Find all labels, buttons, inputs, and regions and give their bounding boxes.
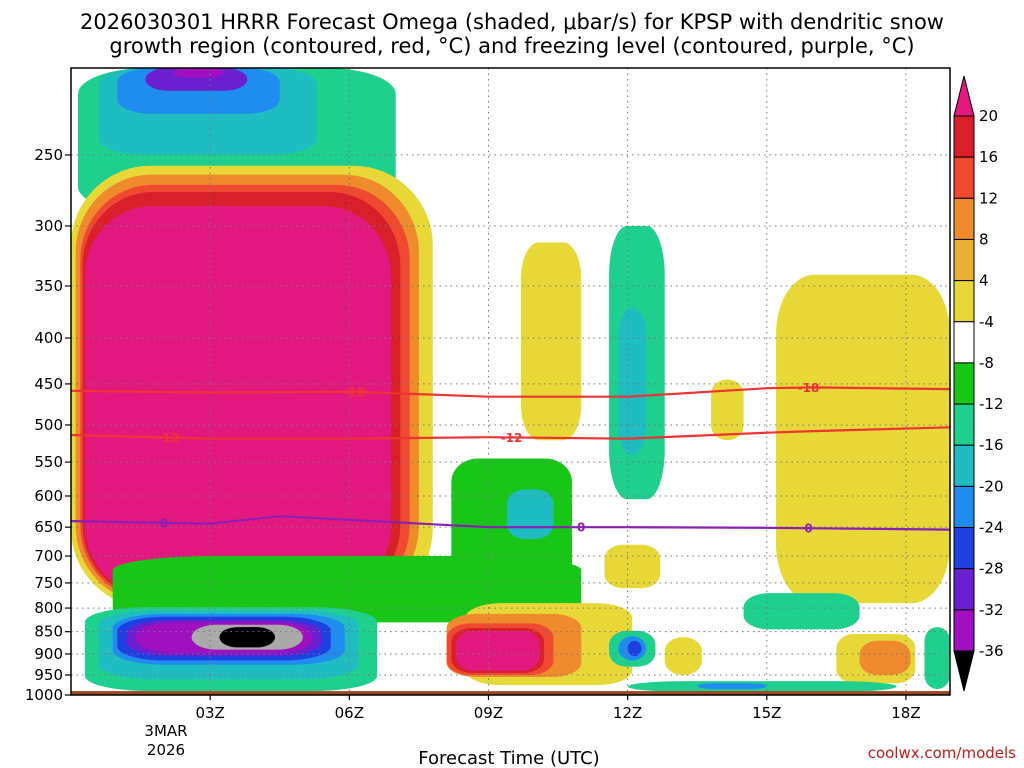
contour-label-freezing-level-0-0: 0: [160, 516, 168, 530]
colorbar-label-9: -20: [979, 477, 1004, 495]
omega-region-32: [627, 640, 642, 657]
omega-region-29: [604, 544, 661, 589]
omega-region-39: [924, 627, 950, 690]
contour-label-freezing-level-0-1: 0: [577, 521, 585, 535]
y-tick-label-300: 300: [34, 217, 63, 235]
plot-frame: [70, 67, 951, 696]
omega-region-26: [520, 242, 582, 441]
contour-label-dgz-minus18-0: -18: [343, 385, 365, 399]
y-tick-label-900: 900: [34, 645, 63, 663]
x-tick-label-09Z: 09Z: [474, 704, 503, 722]
colorbar-label-11: -28: [979, 560, 1004, 578]
x-tick-label-03Z: 03Z: [195, 704, 224, 722]
contour-layer: -18 -18 -12 -12 0 0 0: [71, 381, 950, 536]
date-label-year: 2026: [147, 741, 185, 759]
contour-line-freezing-level-0: [71, 515, 950, 531]
omega-region-25: [455, 630, 540, 671]
colorbar-bottom-triangle: [953, 650, 975, 692]
colorbar-label-3: 8: [979, 230, 989, 248]
omega-region-33: [664, 637, 702, 676]
colorbar-box-4: [953, 280, 975, 323]
y-tick-label-850: 850: [34, 623, 63, 641]
colorbar-label-2: 12: [979, 189, 998, 207]
colorbar: 20 16 12 8 4 -4 -8 -12 -16 -20 -24 -28 -32 -36: [953, 75, 1004, 692]
colorbar-box-5: [953, 321, 975, 364]
colorbar-label-5: -4: [979, 313, 994, 331]
colorbar-box-8: [953, 444, 975, 487]
colorbar-label-4: 4: [979, 272, 989, 290]
colorbar-label-8: -16: [979, 436, 1004, 454]
omega-region-38: [859, 640, 911, 676]
y-tick-label-1000: 1000: [25, 686, 63, 704]
colorbar-box-3: [953, 238, 975, 282]
y-tick-label-450: 450: [34, 375, 63, 393]
y-tick-label-750: 750: [34, 574, 63, 592]
y-tick-label-700: 700: [34, 547, 63, 565]
colorbar-label-0: 20: [979, 107, 998, 125]
omega-region-34: [711, 379, 744, 441]
colorbar-label-7: -12: [979, 395, 1004, 413]
y-tick-label-950: 950: [34, 666, 63, 684]
chart-title-line1: 2026030301 HRRR Forecast Omega (shaded, …: [80, 10, 944, 34]
y-tick-label-650: 650: [34, 518, 63, 536]
colorbar-box-0: [953, 115, 975, 158]
x-axis-title: Forecast Time (UTC): [418, 748, 599, 768]
source-credit: coolwx.com/models: [868, 744, 1016, 762]
y-tick-label-800: 800: [34, 599, 63, 617]
colorbar-box-1: [953, 156, 975, 199]
colorbar-box-10: [953, 527, 975, 570]
y-tick-label-500: 500: [34, 416, 63, 434]
x-axis: 03Z 06Z 09Z 12Z 15Z 18Z: [195, 695, 921, 722]
x-tick-label-12Z: 12Z: [613, 704, 642, 722]
contour-label-dgz-minus18-1: -18: [798, 381, 820, 395]
colorbar-box-11: [953, 568, 975, 611]
omega-region-4: [173, 68, 225, 78]
omega-region-12: [507, 489, 554, 539]
omega-region-41: [697, 683, 767, 690]
contour-label-dgz-minus12-1: -12: [501, 431, 523, 445]
ground-below-surface: [71, 691, 950, 695]
colorbar-box-12: [953, 609, 975, 652]
contour-line-dgz-minus18: [71, 386, 950, 398]
colorbar-box-6: [953, 362, 975, 405]
colorbar-label-13: -36: [979, 642, 1004, 660]
colorbar-box-2: [953, 197, 975, 240]
date-label-day: 3MAR: [144, 722, 187, 740]
colorbar-box-9: [953, 485, 975, 529]
omega-shading-layer: [71, 68, 950, 692]
contour-label-dgz-minus12-0: -12: [158, 431, 180, 445]
y-tick-label-600: 600: [34, 487, 63, 505]
omega-region-35: [776, 274, 950, 604]
contour-label-freezing-level-0-2: 0: [804, 522, 812, 536]
omega-region-9: [84, 205, 392, 596]
y-axis: 250 300 350 400 450 500 550 600 650 700 750 800 850 9…: [25, 146, 71, 704]
x-tick-label-18Z: 18Z: [891, 704, 920, 722]
chart-title-line2: growth region (contoured, red, °C) and f…: [109, 34, 914, 58]
x-tick-label-15Z: 15Z: [752, 704, 781, 722]
colorbar-label-6: -8: [979, 354, 994, 372]
omega-region-36: [743, 593, 860, 630]
omega-region-20: [219, 627, 276, 648]
ground-layer: [71, 691, 950, 695]
y-tick-label-400: 400: [34, 329, 63, 347]
colorbar-label-12: -32: [979, 601, 1004, 619]
y-tick-label-250: 250: [34, 146, 63, 164]
colorbar-label-1: 16: [979, 148, 998, 166]
y-tick-label-550: 550: [34, 453, 63, 471]
x-tick-label-06Z: 06Z: [335, 704, 364, 722]
omega-region-28: [618, 307, 647, 455]
colorbar-label-10: -24: [979, 519, 1004, 537]
contour-line-dgz-minus12: [71, 426, 950, 440]
colorbar-box-7: [953, 403, 975, 446]
colorbar-top-triangle: [953, 75, 975, 117]
y-tick-label-350: 350: [34, 277, 63, 295]
